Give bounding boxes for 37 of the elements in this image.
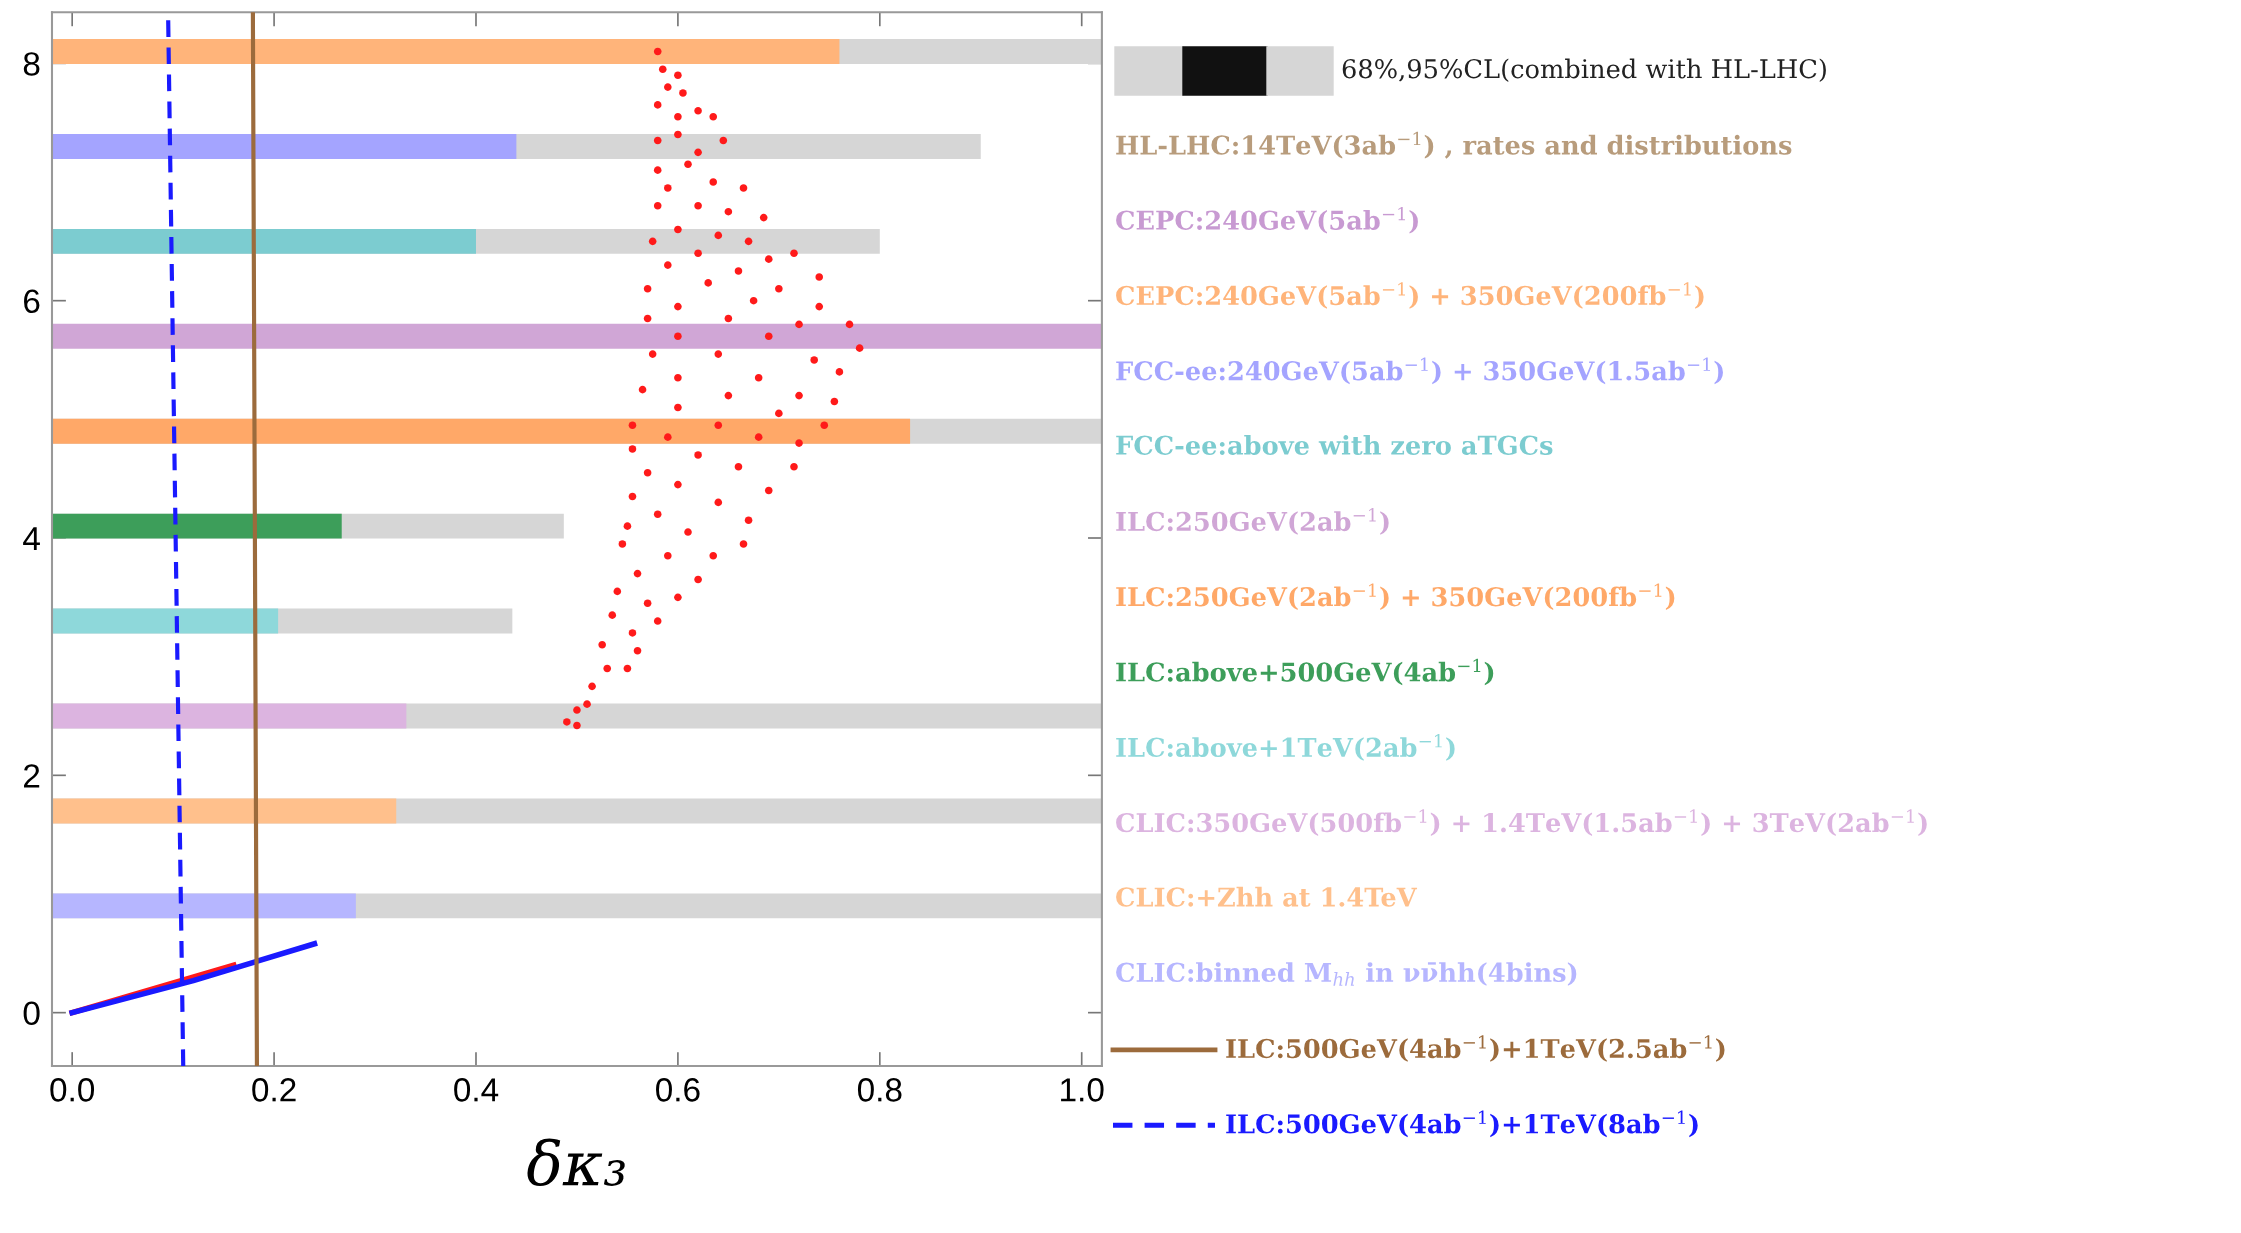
text: ILC:250GeV(2ab$^{−1}$)	[1116, 508, 1389, 535]
bar	[51, 893, 356, 919]
x-tick-label: 0.4	[454, 1078, 499, 1102]
bar	[51, 608, 279, 634]
x-tick-label: 0.8	[857, 1078, 902, 1102]
text: CEPC:240GeV(5ab$^{−1}$) + 350GeV(200fb$^{−1}$)	[1116, 282, 1704, 309]
y-tick-label: 0	[23, 1001, 40, 1026]
bar	[51, 39, 840, 64]
x-tick-label: 0.0	[50, 1078, 95, 1102]
x-tick-label: 0.6	[656, 1078, 700, 1102]
bar	[51, 228, 476, 254]
legend-label: HL-LHC:14TeV(3ab$^{−1}$) , rates and distributions	[1116, 131, 1792, 159]
text: ILC:250GeV(2ab$^{−1}$) + 350GeV(200fb$^{−1}$)	[1116, 583, 1675, 611]
bar	[51, 133, 517, 159]
legend-label: ILC:500GeV(4ab$^{−1}$)+1TeV(2.5ab$^{−1}$)	[1226, 1035, 1725, 1062]
text: CLIC:binned M$_{hh}$ in νν̄hh(4bins)	[1116, 962, 1577, 986]
legend-label: ILC:500GeV(4ab$^{−1}$)+1TeV(8ab$^{−1}$)	[1226, 1110, 1698, 1138]
y-tick-label: 8	[23, 52, 40, 76]
y-tick-label: 6	[24, 289, 40, 314]
bar	[51, 323, 1102, 349]
text: FCC-ee:above with zero aTGCs	[1116, 435, 1553, 455]
bar	[51, 513, 342, 539]
y-tick-label: 2	[24, 764, 40, 788]
y-tick-label: 4	[23, 527, 40, 551]
text: FCC-ee:240GeV(5ab$^{−1}$) + 350GeV(1.5ab$^{−1}$)	[1116, 357, 1723, 385]
bar	[51, 418, 911, 444]
x-axis-title: δκ₃	[527, 1138, 625, 1187]
text: ILC:above+1TeV(2ab$^{−1}$)	[1116, 733, 1455, 761]
x-tick-label: 1.0	[1061, 1078, 1104, 1102]
x-tick-label: 0.2	[252, 1078, 296, 1102]
legend-label: CEPC:240GeV(5ab$^{−1}$)	[1116, 206, 1418, 234]
legend-label: 68%,95%CL(combined with HL-LHC)	[1342, 58, 1826, 83]
text: CLIC:350GeV(500fb$^{−1}$) + 1.4TeV(1.5ab$^{−1}$) + 3TeV(2ab$^{−1}$)	[1116, 809, 1927, 836]
bar	[51, 798, 397, 824]
text: ILC:above+500GeV(4ab$^{−1}$)	[1116, 658, 1494, 686]
text: CLIC:+Zhh at 1.4TeV	[1116, 886, 1418, 907]
bar	[51, 703, 407, 729]
